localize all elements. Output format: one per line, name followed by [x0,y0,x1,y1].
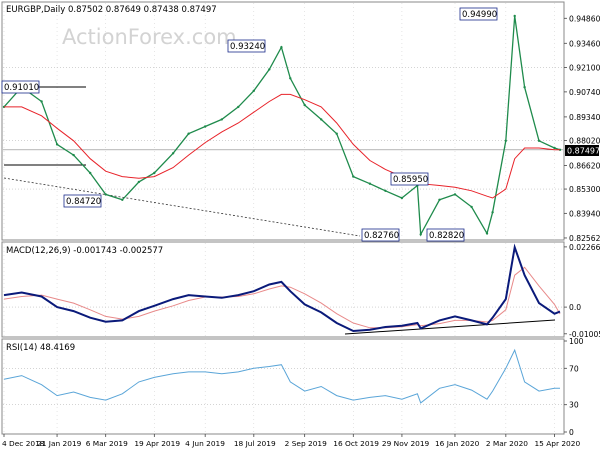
price-point [268,68,271,71]
price-point [153,171,156,175]
macd-signal-line [3,266,561,329]
price-point [419,233,422,236]
price-point [137,180,141,184]
y-tick-label: 0.0 [569,303,581,312]
price-point [438,198,441,201]
x-tick-label: 4 Dec 2018 [2,439,45,448]
label-94990: 0.94990 [459,7,498,21]
price-point [89,171,92,175]
y-tick-label: 0.88020 [569,136,600,145]
price-point [237,105,240,109]
price-point [72,153,75,157]
x-tick-label: 15 Apr 2020 [534,439,580,448]
price-point [40,100,43,103]
x-tick-label: 21 Jan 2019 [37,439,82,448]
x-tick-label: 18 Jul 2019 [234,439,276,448]
label-93240: 0.93240 [227,39,266,53]
price-header: EURGBP,Daily 0.87502 0.87649 0.87438 0.8… [6,5,217,15]
macd-trend-line [344,319,556,335]
rsi-panel-frame [1,338,565,435]
y-tick-label: 0.90740 [569,88,600,97]
x-tick-label: 6 Mar 2019 [86,439,128,448]
y-tick-label: 100 [569,337,584,346]
svg-text:0.93240: 0.93240 [230,42,265,52]
x-tick-label: 16 Oct 2019 [333,439,379,448]
price-point [470,205,473,209]
price-point [320,118,323,121]
y-tick-label: 0 [569,428,574,437]
price-point [280,46,283,49]
svg-text:0.94990: 0.94990 [462,10,497,20]
price-point [204,125,207,128]
price-point [553,146,556,150]
label-85950: 0.85950 [390,172,429,186]
price-point [335,132,338,135]
x-tick-label: 2 Sep 2019 [285,439,327,448]
x-tick-label: 19 Apr 2019 [134,439,180,448]
price-panel-frame [1,1,565,241]
watermark: ActionForex.com [62,25,237,49]
y-tick-label: 0.85300 [569,185,600,194]
svg-text:0.82760: 0.82760 [364,231,399,241]
rsi-line [3,348,560,404]
price-point [485,232,489,235]
label-91010: 0.91010 [1,80,40,94]
price-point [303,103,306,107]
y-tick-label: 0.94860 [569,14,600,23]
label-82820: 0.82820 [426,228,465,242]
y-tick-label: 0.82562 [569,234,600,243]
price-point [491,211,494,214]
price-point [504,139,507,142]
svg-text:0.91010: 0.91010 [4,83,39,93]
moving-average-line [4,93,560,199]
y-tick-label: 0.89340 [569,113,600,122]
x-tick-label: 2 Mar 2020 [486,439,528,448]
svg-text:0.84720: 0.84720 [66,197,101,207]
y-tick-label: 0.92100 [569,64,600,73]
svg-text:0.82820: 0.82820 [429,231,464,241]
svg-text:0.87497: 0.87497 [567,147,600,156]
price-point [400,196,404,200]
price-point [513,14,516,18]
price-point [171,152,175,155]
label-84720: 0.84720 [63,194,102,208]
price-point [187,132,190,135]
rsi-header: RSI(14) 48.4169 [6,343,75,353]
price-point [121,198,124,201]
trend-line [3,177,361,237]
y-axis-ticks: 0.94860 0.93460 0.92100 0.90740 0.89340 0.880… [564,14,600,437]
price-point [523,86,526,89]
x-tick-label: 4 Jun 2019 [185,439,225,448]
label-82760: 0.82760 [361,228,400,242]
price-point [453,193,457,196]
price-point [384,189,387,192]
macd-header: MACD(12,26,9) -0.001743 -0.002577 [6,246,163,256]
y-tick-label: 0.022662 [569,243,600,252]
y-tick-label: 30 [569,401,579,410]
price-point [104,193,107,196]
price-point [537,139,541,142]
current-price-marker: 0.87497 [565,145,600,156]
y-tick-label: -0.010052 [569,330,600,339]
y-tick-label: 70 [569,364,579,373]
price-point [220,118,223,121]
grid-lines [3,3,563,433]
x-tick-label: 29 Nov 2019 [382,439,430,448]
x-tick-label: 16 Jan 2020 [435,439,480,448]
price-point [289,77,292,80]
y-tick-label: 0.86620 [569,161,600,170]
y-tick-label: 0.93460 [569,39,600,48]
price-point [352,175,355,178]
price-point [252,89,255,93]
price-point [55,143,59,146]
svg-text:0.85950: 0.85950 [393,175,428,185]
macd-panel-frame [1,241,565,338]
y-tick-label: 0.83940 [569,209,600,218]
macd-line [3,243,561,333]
price-point [368,182,372,185]
